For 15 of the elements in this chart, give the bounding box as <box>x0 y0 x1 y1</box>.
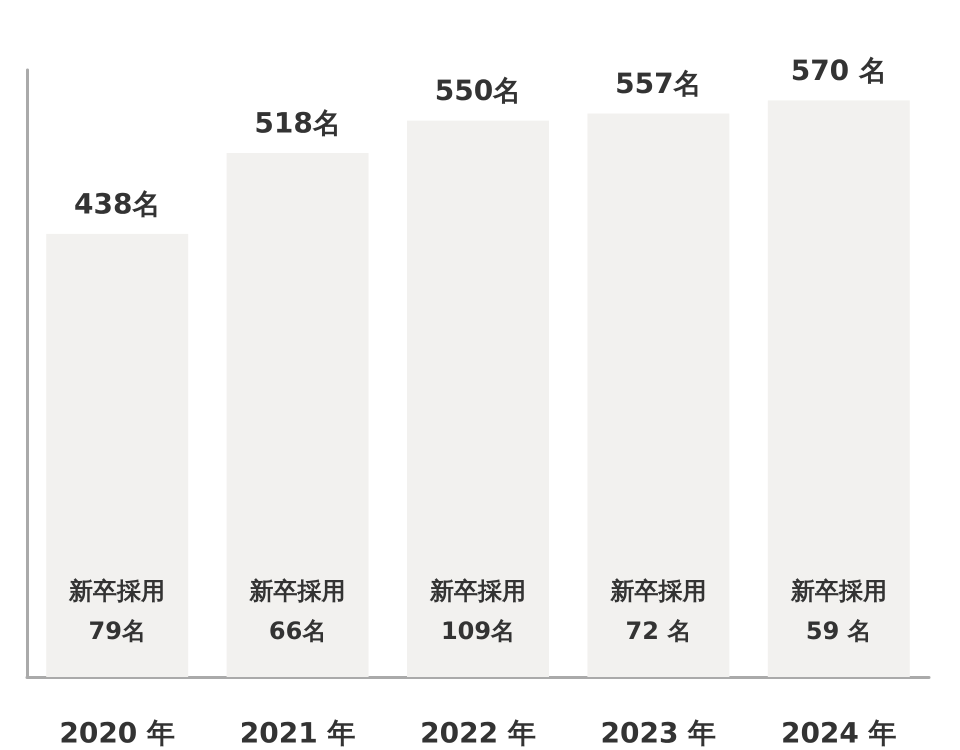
annotation: 新卒採用 66名 <box>248 577 346 645</box>
x-tick-label: 2023 年 <box>600 716 716 750</box>
x-tick-label: 2022 年 <box>420 716 536 750</box>
data-label: 557名 <box>615 67 702 100</box>
data-label: 570 名 <box>790 54 887 87</box>
data-label: 518名 <box>254 106 341 140</box>
annotation: 新卒採用 59 名 <box>790 577 887 645</box>
annotation: 新卒採用 109名 <box>429 577 526 645</box>
annotation: 新卒採用 72 名 <box>609 577 706 645</box>
x-tick-label: 2024 年 <box>780 716 897 750</box>
data-label: 438名 <box>74 187 160 220</box>
annotation: 新卒採用 79名 <box>68 577 166 645</box>
x-tick-label: 2021 年 <box>240 716 356 750</box>
data-label: 550名 <box>434 74 522 108</box>
x-tick-label: 2020 年 <box>59 716 176 750</box>
